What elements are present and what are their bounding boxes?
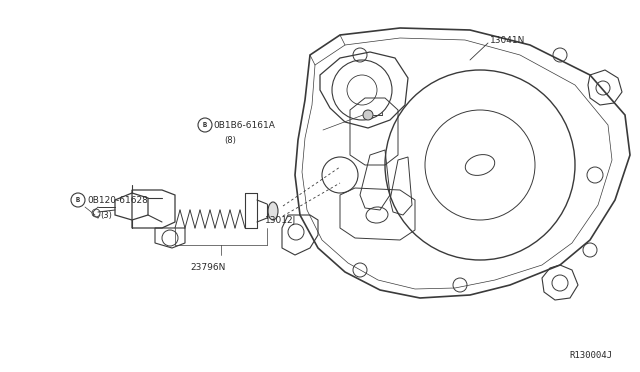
Text: B: B [76, 197, 80, 203]
Text: 13012J: 13012J [265, 215, 296, 224]
Text: 0B1B6-6161A: 0B1B6-6161A [213, 121, 275, 129]
Text: B: B [203, 122, 207, 128]
Ellipse shape [268, 202, 278, 220]
Text: 23796N: 23796N [190, 263, 225, 273]
Text: 13041N: 13041N [490, 35, 525, 45]
Text: (3): (3) [100, 211, 112, 219]
Circle shape [363, 110, 373, 120]
Text: (8): (8) [224, 135, 236, 144]
Text: 0B120-61628: 0B120-61628 [87, 196, 148, 205]
Text: R130004J: R130004J [569, 350, 612, 359]
